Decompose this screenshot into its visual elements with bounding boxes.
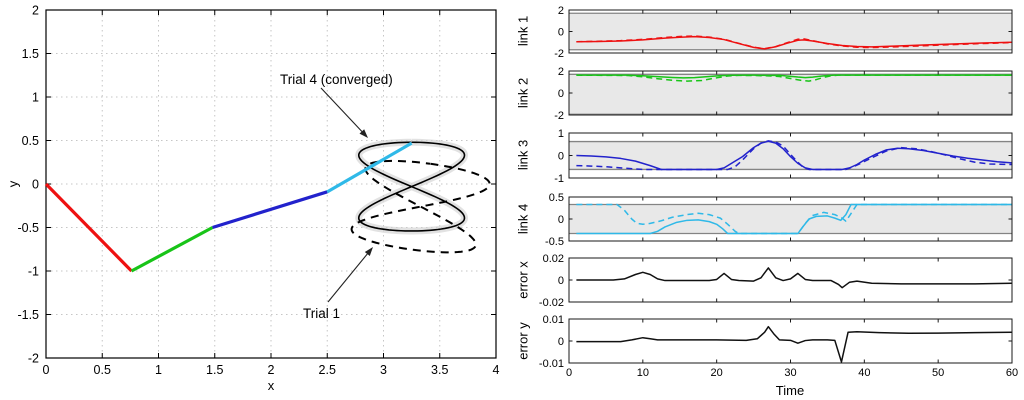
- link3-ylabel: link 3: [515, 139, 531, 171]
- y-tick-label: 2: [558, 66, 564, 78]
- time-tick-label: 60: [1006, 367, 1018, 379]
- y-tick-label: 1: [558, 128, 564, 140]
- errory-subplot: 0 10 20 30 40 50 600.010-0.01: [539, 314, 1018, 379]
- y-tick-label: -0.01: [539, 358, 564, 370]
- time-tick-label: 0: [566, 367, 572, 379]
- time-tick-label: 30: [784, 367, 796, 379]
- time-tick-label: 10: [637, 367, 649, 379]
- link3-desired-line: [576, 140, 1013, 171]
- annotation-trial1: Trial 1: [303, 306, 341, 321]
- annotation-arrow-1: [327, 251, 370, 303]
- time-axis-label: Time: [775, 383, 805, 398]
- arm-link-2: [130, 226, 214, 273]
- y-tick-label: 1.5: [22, 47, 39, 61]
- y-tick-label: -0.5: [17, 221, 39, 235]
- x-tick-label: 2: [268, 363, 275, 377]
- y-tick-label: 0: [558, 150, 564, 162]
- y-tick-label: 0: [558, 336, 564, 348]
- errorx-ylabel: error x: [515, 261, 531, 299]
- errory-error-line: [576, 325, 1013, 363]
- y-tick-label: -1.5: [17, 308, 39, 322]
- workspace-xaxis-label: x: [267, 378, 275, 393]
- link1-subplot: 2 0 -2: [554, 5, 1013, 60]
- y-tick-label: 0: [558, 26, 564, 38]
- time-tick-label: 50: [932, 367, 944, 379]
- y-tick-label: 0: [558, 88, 564, 100]
- link2-subplot: 2 0 -2: [554, 66, 1013, 122]
- y-tick-label: -1: [554, 173, 564, 185]
- limit-band: [569, 13, 1012, 50]
- y-tick-label: 0: [558, 275, 564, 287]
- workspace-plot: 0 0.5 1 1.5 2 2.5 3 3.5 4 -2 -1.5 -1 -0.5 0 0.5 1 1.5 2: [17, 4, 499, 378]
- y-tick-label: 0: [32, 178, 39, 192]
- y-tick-label: 0: [558, 214, 564, 226]
- time-tick-label: 40: [858, 367, 870, 379]
- y-tick-label: 2: [558, 5, 564, 17]
- link4-ylabel: link 4: [515, 203, 531, 235]
- errorx-subplot: 0.02 0 -0.02: [539, 253, 1013, 309]
- x-tick-label: 0: [43, 363, 50, 377]
- link4-subplot: 0.5 0 -0.5: [545, 192, 1013, 248]
- y-tick-label: -2: [28, 352, 39, 366]
- y-tick-label: 0.5: [549, 192, 564, 204]
- y-tick-label: 0.02: [543, 253, 564, 265]
- y-tick-label: 1: [32, 91, 39, 105]
- annotation-arrowhead-0: [359, 129, 368, 138]
- errory-ylabel: error y: [515, 322, 531, 360]
- x-tick-label: 3.5: [431, 363, 448, 377]
- x-tick-label: 1.5: [206, 363, 223, 377]
- y-tick-label: 2: [32, 4, 39, 18]
- x-tick-label: 1: [155, 363, 162, 377]
- errorx-error-line: [576, 267, 1013, 289]
- limit-band: [569, 204, 1012, 234]
- y-tick-label: -1: [28, 265, 39, 279]
- annotation-trial4: Trial 4 (converged): [280, 72, 393, 87]
- link1-ylabel: link 1: [515, 15, 531, 47]
- x-tick-label: 2.5: [319, 363, 336, 377]
- y-tick-label: -2: [554, 110, 564, 122]
- x-tick-label: 0.5: [94, 363, 111, 377]
- link2-ylabel: link 2: [515, 77, 531, 109]
- link3-actual-line: [576, 140, 1013, 171]
- link3-subplot: 1 0 -1: [554, 128, 1013, 185]
- arm-link-3: [212, 190, 328, 230]
- limit-band: [569, 74, 1012, 115]
- link2-desired-line: [576, 74, 1012, 82]
- limit-band: [569, 141, 1012, 170]
- arm-link-1: [44, 182, 133, 273]
- x-tick-label: 4: [493, 363, 500, 377]
- arm-link-4: [326, 141, 413, 194]
- y-tick-label: 0.5: [22, 134, 39, 148]
- workspace-yaxis-label: y: [5, 180, 21, 188]
- y-tick-label: -0.5: [545, 236, 564, 248]
- annotation-arrow-0: [320, 87, 365, 135]
- y-tick-label: -2: [554, 48, 564, 60]
- annotation-arrowhead-1: [364, 247, 373, 256]
- y-tick-label: 0.01: [543, 314, 564, 326]
- errorx-frame: [568, 257, 1013, 303]
- time-tick-label: 20: [711, 367, 723, 379]
- link4-actual-line: [576, 203, 1012, 235]
- y-tick-label: -0.02: [539, 297, 564, 309]
- link1-desired-line: [576, 35, 1013, 50]
- trial-4-path: [357, 141, 466, 232]
- x-tick-label: 3: [380, 363, 387, 377]
